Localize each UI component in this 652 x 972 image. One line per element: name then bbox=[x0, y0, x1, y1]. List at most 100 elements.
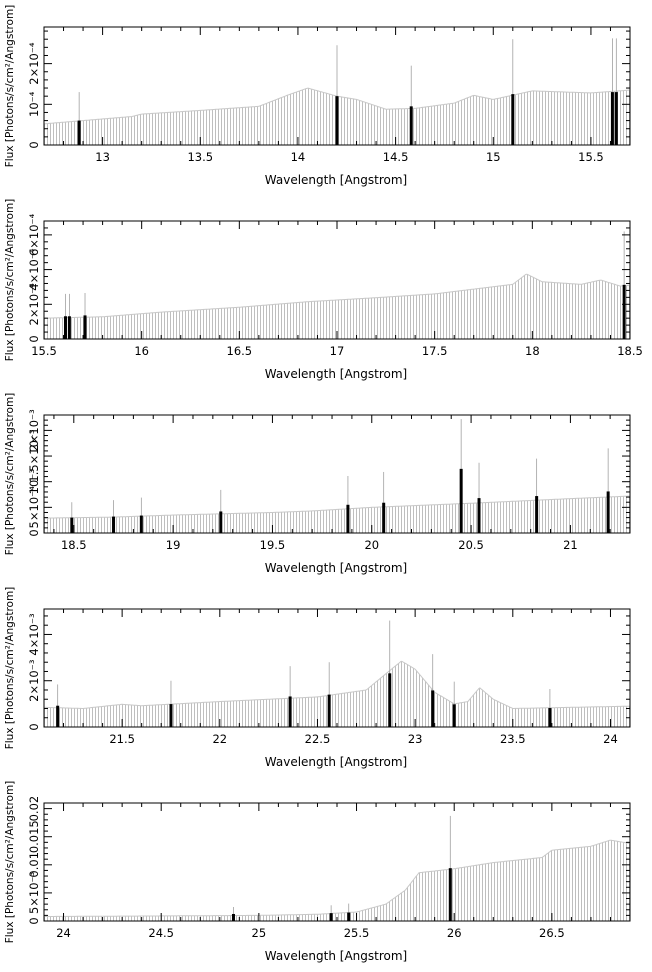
spectrum-panel-1: 13 13.5 14 14.5 15 15.5 0 10⁻⁴ 2×10⁻⁴ Wavelength… bbox=[4, 5, 631, 187]
x-tick-label: 23.5 bbox=[500, 732, 526, 746]
emission-line-bar bbox=[56, 705, 60, 727]
continuum-outline bbox=[44, 660, 630, 709]
emission-line-bar bbox=[477, 498, 481, 533]
plot-area: 15.5 16 16.5 17 17.5 18 18.5 0 2×10⁻⁴4×10⁻⁴6×10⁻… bbox=[27, 213, 643, 358]
x-tick-label: 21.5 bbox=[109, 732, 135, 746]
y-tick-label: 4×10⁻⁴ bbox=[27, 248, 41, 291]
emission-line-bar bbox=[606, 491, 610, 533]
emission-line-bar bbox=[346, 504, 350, 533]
x-tick-label: 19 bbox=[166, 538, 181, 552]
y-tick-label: 5×10⁻⁴ bbox=[27, 486, 41, 529]
y-tick-label: 0 bbox=[27, 529, 41, 536]
emission-line-bar bbox=[622, 284, 626, 339]
emission-line-bar bbox=[83, 315, 87, 339]
emission-line-bar bbox=[448, 868, 452, 921]
spectrum-panel-4: 21.5 22 22.5 23 23.5 24 0 2×10⁻³ 4×10⁻³ Waveleng… bbox=[4, 587, 631, 769]
spectrum-panel-3: 18.5 19 19.5 20 20.5 21 05×10⁻⁴10⁻³1.5×10⁻³2×1… bbox=[4, 393, 631, 575]
continuum-outline bbox=[44, 839, 630, 917]
emission-line-bar bbox=[452, 704, 456, 727]
emission-line-bar bbox=[112, 516, 116, 533]
x-tick-label: 23 bbox=[408, 732, 423, 746]
data-layer bbox=[44, 231, 630, 339]
continuum-bins bbox=[44, 274, 630, 339]
emission-line-bar bbox=[548, 708, 552, 727]
emission-line-bar bbox=[382, 502, 386, 533]
emission-line-bar bbox=[431, 690, 435, 727]
y-axis-label: Flux [Photons/s/cm²/Angstrom] bbox=[4, 393, 16, 556]
emission-line-bar bbox=[409, 106, 413, 145]
x-tick-label: 22.5 bbox=[305, 732, 331, 746]
x-tick-label: 13.5 bbox=[187, 150, 213, 164]
emission-line-bar bbox=[329, 913, 333, 921]
emission-line-bar bbox=[77, 120, 81, 145]
data-layer bbox=[44, 419, 630, 533]
y-axis-label: Flux [Photons/s/cm²/Angstrom] bbox=[4, 199, 16, 362]
y-tick-label: 0 bbox=[27, 723, 41, 730]
y-tick-label: 0 bbox=[27, 141, 41, 148]
emission-line-bar bbox=[388, 673, 392, 727]
plot-frame bbox=[43, 414, 631, 534]
x-tick-label: 20 bbox=[364, 538, 379, 552]
y-tick-label: 10⁻⁴ bbox=[27, 91, 41, 117]
x-tick-label: 25.5 bbox=[344, 926, 370, 940]
emission-line-bar bbox=[335, 96, 339, 145]
x-axis-label: Wavelength [Angstrom] bbox=[265, 561, 407, 575]
plot-area: 18.5 19 19.5 20 20.5 21 05×10⁻⁴10⁻³1.5×10⁻³2×1… bbox=[27, 409, 631, 552]
x-tick-label: 21 bbox=[563, 538, 578, 552]
spectrum-panel-2: 15.5 16 16.5 17 17.5 18 18.5 0 2×10⁻⁴4×10⁻⁴6×10⁻… bbox=[4, 199, 643, 381]
y-tick-label: 0 bbox=[27, 917, 41, 924]
x-axis-label: Wavelength [Angstrom] bbox=[265, 755, 407, 769]
y-tick-label: 2×10⁻⁴ bbox=[27, 42, 41, 85]
emission-line-bar bbox=[288, 696, 292, 727]
x-tick-label: 14 bbox=[291, 150, 306, 164]
y-tick-label: 2×10⁻³ bbox=[27, 409, 41, 452]
x-axis-label: Wavelength [Angstrom] bbox=[265, 173, 407, 187]
y-tick-label: 4×10⁻³ bbox=[27, 613, 41, 656]
y-tick-label: 6×10⁻⁴ bbox=[27, 213, 41, 256]
y-tick-label: 0.01 bbox=[27, 852, 41, 878]
x-tick-label: 26 bbox=[447, 926, 462, 940]
x-tick-label: 19.5 bbox=[260, 538, 286, 552]
plot-area: 13 13.5 14 14.5 15 15.5 0 10⁻⁴ 2×10⁻⁴ bbox=[27, 26, 631, 164]
emission-line-bar bbox=[511, 94, 515, 145]
x-axis-label: Wavelength [Angstrom] bbox=[265, 949, 407, 963]
x-tick-label: 20.5 bbox=[458, 538, 484, 552]
continuum-outline bbox=[44, 273, 630, 319]
x-tick-label: 18.5 bbox=[617, 344, 643, 358]
y-tick-label: 2×10⁻³ bbox=[27, 659, 41, 702]
y-tick-label: 0 bbox=[27, 335, 41, 342]
x-tick-label: 16.5 bbox=[227, 344, 253, 358]
x-axis-label: Wavelength [Angstrom] bbox=[265, 367, 407, 381]
x-tick-label: 17.5 bbox=[422, 344, 448, 358]
x-tick-label: 18.5 bbox=[61, 538, 87, 552]
x-tick-label: 24 bbox=[603, 732, 618, 746]
x-tick-label: 18 bbox=[525, 344, 540, 358]
y-tick-label: 10⁻³ bbox=[27, 469, 41, 495]
emission-line-bar bbox=[139, 515, 143, 533]
emission-line-bar bbox=[67, 316, 71, 339]
continuum-bins bbox=[44, 840, 630, 921]
y-tick-label: 5×10⁻³ bbox=[27, 871, 41, 914]
x-tick-label: 22 bbox=[212, 732, 227, 746]
data-layer bbox=[44, 38, 630, 145]
y-tick-label: 2×10⁻⁴ bbox=[27, 283, 41, 326]
y-tick-label: 1.5×10⁻³ bbox=[27, 429, 41, 483]
emission-line-bar bbox=[535, 496, 539, 533]
data-layer bbox=[44, 620, 630, 727]
emission-line-bar bbox=[347, 912, 351, 921]
emission-line-bar bbox=[219, 511, 223, 533]
x-tick-label: 16 bbox=[134, 344, 149, 358]
x-tick-label: 15 bbox=[486, 150, 501, 164]
x-tick-label: 17 bbox=[330, 344, 345, 358]
x-tick-label: 24.5 bbox=[148, 926, 174, 940]
continuum-bins bbox=[44, 496, 630, 533]
emission-line-bar bbox=[70, 517, 74, 533]
y-axis-label: Flux [Photons/s/cm²/Angstrom] bbox=[4, 781, 16, 944]
x-tick-label: 25 bbox=[252, 926, 267, 940]
x-tick-label: 14.5 bbox=[383, 150, 409, 164]
emission-line-bar bbox=[63, 316, 67, 339]
emission-line-bar bbox=[610, 92, 614, 145]
